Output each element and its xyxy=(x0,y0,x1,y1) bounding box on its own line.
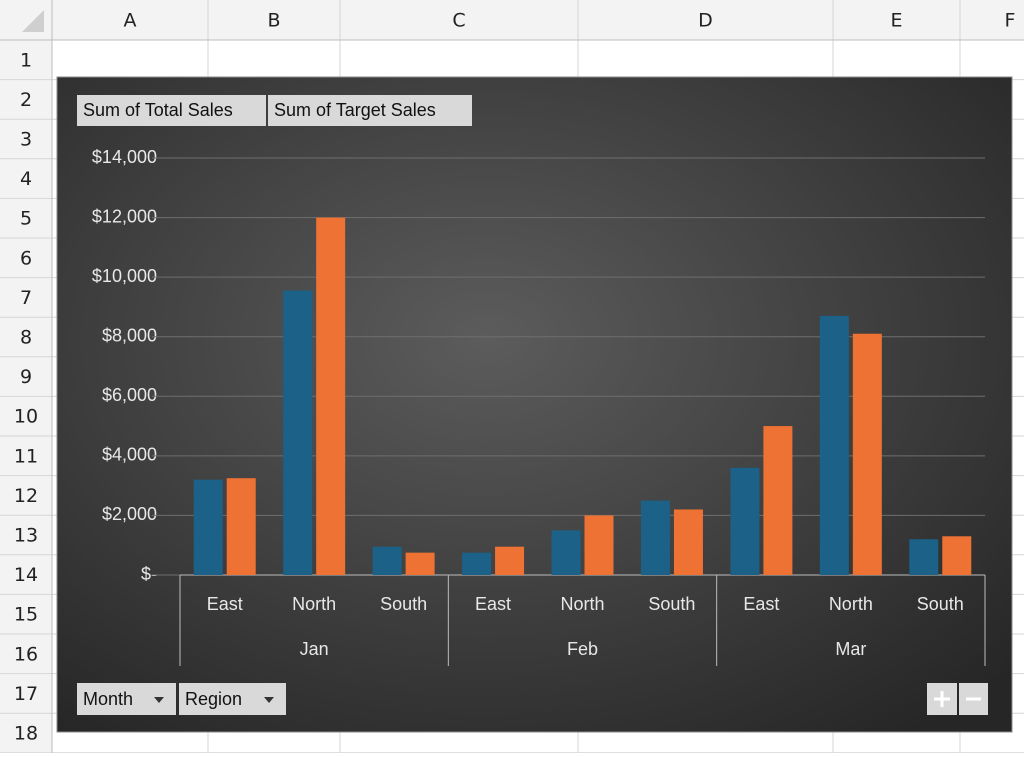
column-header[interactable]: E xyxy=(890,10,902,32)
bar xyxy=(226,478,256,575)
bar xyxy=(763,426,793,575)
zoom-buttons xyxy=(927,683,988,715)
column-header[interactable]: A xyxy=(124,10,137,32)
plus-icon xyxy=(934,691,950,707)
x-tick-label: South xyxy=(648,594,695,614)
x-tick-label: South xyxy=(380,594,427,614)
bar xyxy=(640,500,670,575)
y-tick-label: $10,000 xyxy=(92,266,157,286)
bar xyxy=(551,530,581,575)
column-header-bar xyxy=(0,0,1024,40)
row-header[interactable]: 13 xyxy=(14,525,38,547)
y-tick-label: $4,000 xyxy=(102,445,157,465)
row-header[interactable]: 3 xyxy=(20,129,32,151)
row-header[interactable]: 10 xyxy=(14,406,38,428)
row-header[interactable]: 1 xyxy=(20,49,32,71)
bar xyxy=(316,217,346,576)
y-tick-label: $8,000 xyxy=(102,325,157,345)
y-tick-label: $6,000 xyxy=(102,385,157,405)
bar xyxy=(942,536,972,575)
x-tick-label: South xyxy=(917,594,964,614)
row-header[interactable]: 17 xyxy=(14,683,38,705)
row-header-bar xyxy=(0,0,52,753)
pivot-chart: $- $2,000 $4,000 $6,000 $8,000 $10,000 $12,000… xyxy=(77,95,986,715)
column-header[interactable]: D xyxy=(698,10,713,32)
x-tick-label: North xyxy=(292,594,336,614)
row-header[interactable]: 15 xyxy=(14,604,38,626)
column-header[interactable]: F xyxy=(1005,10,1016,32)
y-tick-label: $2,000 xyxy=(102,504,157,524)
y-tick-label: $12,000 xyxy=(92,206,157,226)
field-button-label[interactable]: Month xyxy=(83,689,133,709)
legend-entry[interactable]: Sum of Total Sales xyxy=(83,100,233,120)
dropdown-arrow xyxy=(264,697,274,703)
bar xyxy=(730,467,760,575)
row-header[interactable]: 16 xyxy=(14,643,38,665)
bar xyxy=(495,546,525,575)
select-all[interactable] xyxy=(22,10,44,32)
group-label: Feb xyxy=(567,639,598,659)
row-header[interactable]: 11 xyxy=(14,445,38,467)
y-tick-label: $- xyxy=(141,564,157,584)
x-tick-label: East xyxy=(207,594,243,614)
bar xyxy=(852,333,882,575)
x-tick-label: East xyxy=(743,594,779,614)
group-label: Mar xyxy=(835,639,866,659)
row-header[interactable]: 4 xyxy=(20,168,32,190)
column-header[interactable]: B xyxy=(267,10,280,32)
dropdown-arrow xyxy=(154,697,164,703)
row-header[interactable]: 9 xyxy=(20,366,32,388)
row-header[interactable]: 8 xyxy=(20,327,32,349)
bar xyxy=(673,509,703,575)
legend-field-button[interactable] xyxy=(77,95,266,126)
bar xyxy=(909,539,939,575)
legend-field-button[interactable] xyxy=(268,95,472,126)
row-header[interactable]: 12 xyxy=(14,485,38,507)
bar xyxy=(462,552,492,575)
row-header[interactable]: 18 xyxy=(14,723,38,745)
x-tick-label: North xyxy=(560,594,604,614)
legend-entry[interactable]: Sum of Target Sales xyxy=(274,100,436,120)
bar xyxy=(372,546,402,575)
field-button-label[interactable]: Region xyxy=(185,689,242,709)
y-tick-label: $14,000 xyxy=(92,147,157,167)
row-header[interactable]: 6 xyxy=(20,247,32,269)
x-tick-label: East xyxy=(475,594,511,614)
column-header[interactable]: C xyxy=(452,10,465,32)
bar xyxy=(819,315,849,575)
row-header[interactable]: 7 xyxy=(20,287,32,309)
group-label: Jan xyxy=(300,639,329,659)
row-header[interactable]: 2 xyxy=(20,89,32,111)
bar xyxy=(405,552,435,575)
bar xyxy=(283,290,313,575)
row-header[interactable]: 14 xyxy=(14,564,38,586)
x-tick-label: North xyxy=(829,594,873,614)
row-header[interactable]: 5 xyxy=(20,208,32,230)
bar xyxy=(193,479,223,575)
bar xyxy=(584,515,614,575)
